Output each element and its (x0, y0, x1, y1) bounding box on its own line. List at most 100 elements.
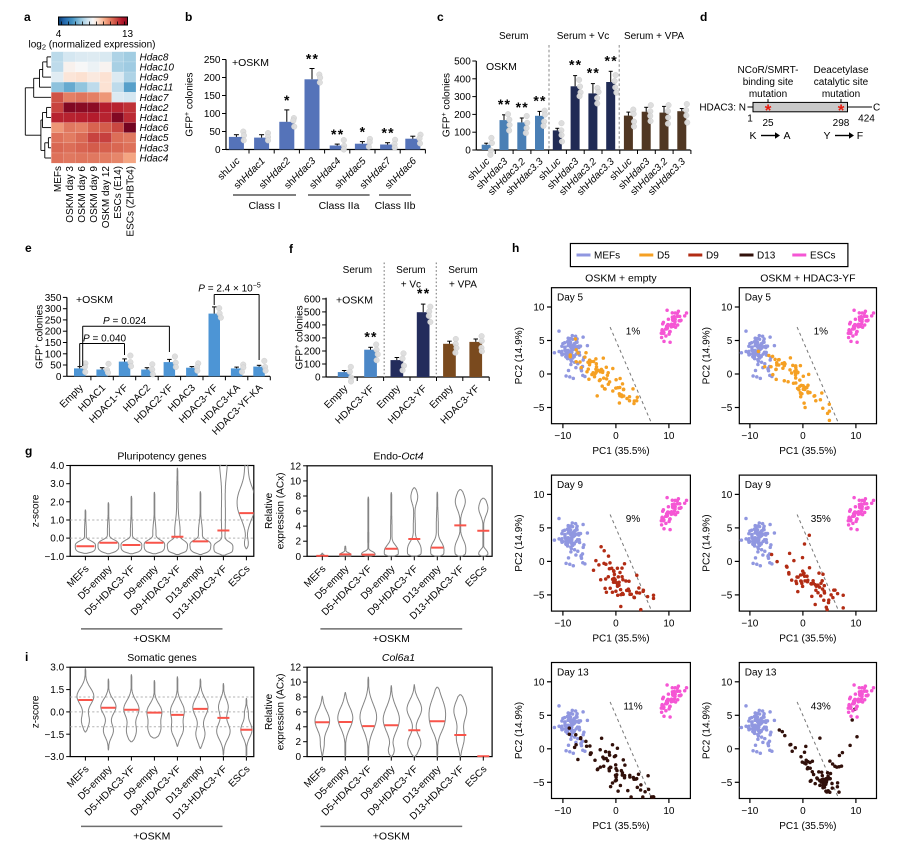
svg-text:50: 50 (50, 361, 62, 372)
svg-text:Hdac9: Hdac9 (140, 73, 169, 84)
svg-text:0: 0 (539, 370, 545, 381)
svg-text:Hdac5: Hdac5 (140, 133, 169, 144)
svg-text:c: c (437, 10, 444, 24)
svg-text:−5: −5 (721, 778, 733, 789)
svg-text:300: 300 (304, 333, 321, 344)
svg-text:OSKM day 12: OSKM day 12 (101, 166, 112, 229)
svg-text:8: 8 (296, 693, 302, 704)
svg-text:10: 10 (290, 476, 302, 487)
svg-text:200: 200 (204, 73, 221, 84)
svg-text:+OSKM: +OSKM (373, 830, 410, 842)
svg-text:D9: D9 (706, 251, 719, 262)
svg-text:+ VPA: + VPA (449, 280, 477, 291)
svg-text:+ Vc: + Vc (401, 280, 421, 291)
svg-text:150: 150 (45, 338, 62, 349)
svg-text:8: 8 (296, 492, 302, 503)
svg-text:OSKM + HDAC3-YF: OSKM + HDAC3-YF (760, 273, 855, 285)
svg-text:424: 424 (858, 114, 875, 125)
svg-text:Hdac8: Hdac8 (140, 52, 169, 63)
svg-text:Col6a1: Col6a1 (382, 652, 415, 664)
svg-text:13: 13 (122, 29, 134, 40)
svg-text:Deacetylase: Deacetylase (813, 65, 868, 76)
svg-text:Class I: Class I (248, 200, 280, 212)
svg-text:Day 13: Day 13 (557, 668, 589, 679)
svg-text:OSKM + empty: OSKM + empty (585, 273, 657, 285)
svg-text:Somatic genes: Somatic genes (127, 652, 196, 664)
svg-text:10: 10 (663, 619, 675, 630)
svg-text:**: ** (605, 52, 618, 68)
svg-text:11%: 11% (623, 701, 642, 712)
svg-text:150: 150 (204, 91, 221, 102)
svg-text:4: 4 (296, 722, 302, 733)
svg-text:10: 10 (533, 303, 545, 314)
svg-text:2.0: 2.0 (50, 497, 64, 508)
svg-text:**: ** (306, 51, 319, 67)
svg-text:Relative: Relative (264, 693, 275, 730)
svg-text:**: ** (381, 125, 394, 141)
svg-text:mutation: mutation (749, 89, 787, 100)
svg-text:Day 5: Day 5 (745, 293, 772, 304)
svg-text:0: 0 (539, 744, 545, 755)
svg-text:Hdac2: Hdac2 (140, 103, 169, 114)
svg-text:3.0: 3.0 (50, 663, 64, 674)
svg-text:PC1 (35.5%): PC1 (35.5%) (779, 634, 836, 645)
svg-text:0: 0 (613, 619, 619, 630)
svg-text:ESCs (E14): ESCs (E14) (113, 166, 124, 219)
svg-text:Serum: Serum (499, 31, 528, 42)
svg-text:−10: −10 (554, 806, 571, 817)
svg-text:OSKM day 6: OSKM day 6 (77, 166, 88, 223)
svg-text:**: ** (331, 126, 344, 142)
svg-text:Serum + VPA: Serum + VPA (624, 31, 684, 42)
svg-text:−10: −10 (741, 431, 758, 442)
svg-text:0: 0 (215, 145, 221, 156)
svg-text:**: ** (364, 328, 377, 344)
svg-text:0: 0 (800, 619, 806, 630)
svg-text:PC1 (35.5%): PC1 (35.5%) (592, 446, 649, 457)
svg-text:MEFs: MEFs (594, 251, 620, 262)
svg-text:expression (ACx): expression (ACx) (276, 674, 287, 751)
svg-text:4.0: 4.0 (50, 461, 64, 472)
svg-text:100: 100 (454, 128, 471, 139)
svg-text:PC2 (14.9%): PC2 (14.9%) (514, 327, 525, 384)
svg-text:+OSKM: +OSKM (373, 633, 410, 645)
svg-text:expression (ACx): expression (ACx) (276, 473, 287, 550)
svg-text:PC2 (14.9%): PC2 (14.9%) (514, 702, 525, 759)
svg-text:PC2 (14.9%): PC2 (14.9%) (702, 702, 713, 759)
svg-text:0: 0 (465, 146, 471, 157)
svg-text:600: 600 (304, 294, 321, 305)
svg-text:log2 (normalized expression): log2 (normalized expression) (28, 40, 155, 52)
svg-text:500: 500 (304, 307, 321, 318)
svg-text:0: 0 (315, 373, 321, 384)
svg-text:+OSKM: +OSKM (133, 830, 170, 842)
svg-text:z-score: z-score (31, 494, 42, 527)
svg-text:PC1 (35.5%): PC1 (35.5%) (779, 821, 836, 832)
svg-text:*: * (284, 92, 291, 108)
svg-text:10: 10 (850, 806, 862, 817)
svg-text:300: 300 (454, 92, 471, 103)
svg-text:*: * (360, 124, 367, 140)
svg-text:10: 10 (533, 677, 545, 688)
svg-text:**: ** (516, 99, 529, 115)
svg-text:GFP+ colonies: GFP+ colonies (184, 72, 196, 136)
svg-text:P = 0.040: P = 0.040 (83, 334, 127, 345)
svg-text:Class IIa: Class IIa (319, 200, 360, 212)
svg-text:0: 0 (800, 431, 806, 442)
svg-text:4: 4 (296, 522, 302, 533)
svg-text:10: 10 (850, 431, 862, 442)
svg-text:C: C (873, 103, 880, 114)
svg-text:−1.0: −1.0 (44, 552, 64, 563)
svg-text:**: ** (533, 92, 546, 108)
svg-text:−10: −10 (554, 619, 571, 630)
svg-text:5: 5 (727, 711, 733, 722)
svg-text:1%: 1% (626, 327, 641, 338)
svg-text:NCoR/SMRT-: NCoR/SMRT- (738, 65, 799, 76)
svg-text:P = 2.4 × 10−5: P = 2.4 × 10−5 (198, 283, 261, 295)
svg-text:OSKM: OSKM (486, 61, 517, 73)
svg-text:b: b (185, 10, 192, 24)
svg-text:−10: −10 (741, 806, 758, 817)
svg-text:g: g (25, 444, 32, 458)
svg-text:250: 250 (45, 315, 62, 326)
svg-text:Hdac3: Hdac3 (140, 143, 169, 154)
svg-text:50: 50 (209, 127, 221, 138)
svg-text:d: d (700, 10, 707, 24)
